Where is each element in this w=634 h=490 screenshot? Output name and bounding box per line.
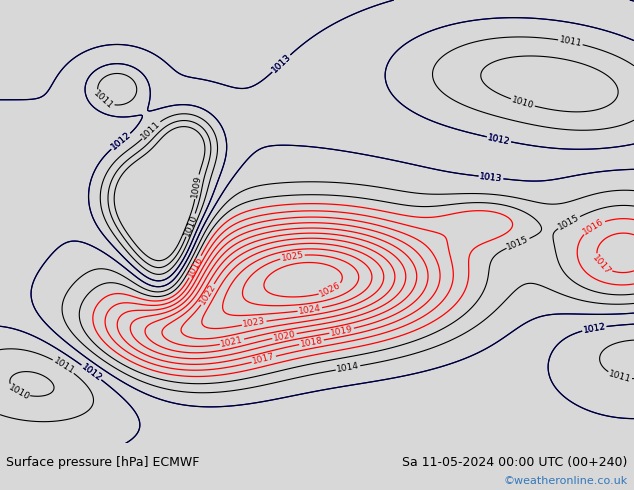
Text: 1018: 1018 [299, 336, 323, 349]
Text: 1012: 1012 [80, 362, 103, 383]
Text: Surface pressure [hPa] ECMWF: Surface pressure [hPa] ECMWF [6, 456, 200, 468]
Text: 1021: 1021 [220, 335, 244, 349]
Text: 1017: 1017 [252, 352, 276, 367]
Text: 1024: 1024 [298, 304, 322, 316]
Text: 1020: 1020 [273, 329, 297, 343]
Text: 1011: 1011 [51, 356, 75, 376]
Text: 1013: 1013 [479, 172, 503, 183]
Text: 1015: 1015 [557, 213, 581, 232]
Text: 1011: 1011 [607, 369, 632, 384]
Text: 1019: 1019 [330, 324, 354, 338]
Text: 1012: 1012 [582, 322, 606, 335]
Text: 1023: 1023 [242, 317, 266, 329]
Text: 1010: 1010 [182, 213, 199, 238]
Text: 1010: 1010 [7, 383, 31, 402]
Text: 1017: 1017 [591, 253, 612, 276]
Text: 1012: 1012 [487, 133, 511, 146]
Text: 1011: 1011 [139, 119, 162, 141]
Text: 1012: 1012 [582, 322, 606, 335]
Text: 1012: 1012 [487, 133, 511, 146]
Text: 1014: 1014 [336, 362, 360, 374]
Text: 1011: 1011 [92, 89, 115, 111]
Text: 1013: 1013 [270, 52, 293, 74]
Text: 1012: 1012 [109, 130, 133, 152]
Text: 1009: 1009 [190, 174, 203, 199]
Text: 1013: 1013 [479, 172, 503, 183]
Text: 1015: 1015 [506, 235, 531, 252]
Text: 1010: 1010 [510, 95, 535, 110]
Text: 1012: 1012 [109, 130, 133, 152]
Text: 1016: 1016 [581, 217, 606, 237]
Text: ©weatheronline.co.uk: ©weatheronline.co.uk [503, 476, 628, 486]
Text: 1026: 1026 [318, 281, 342, 299]
Text: 1012: 1012 [80, 362, 103, 383]
Text: 1025: 1025 [280, 250, 304, 263]
Text: 1016: 1016 [186, 254, 205, 279]
Text: 1011: 1011 [559, 35, 583, 49]
Text: 1013: 1013 [270, 52, 293, 74]
Text: 1022: 1022 [198, 283, 217, 307]
Text: Sa 11-05-2024 00:00 UTC (00+240): Sa 11-05-2024 00:00 UTC (00+240) [403, 456, 628, 468]
